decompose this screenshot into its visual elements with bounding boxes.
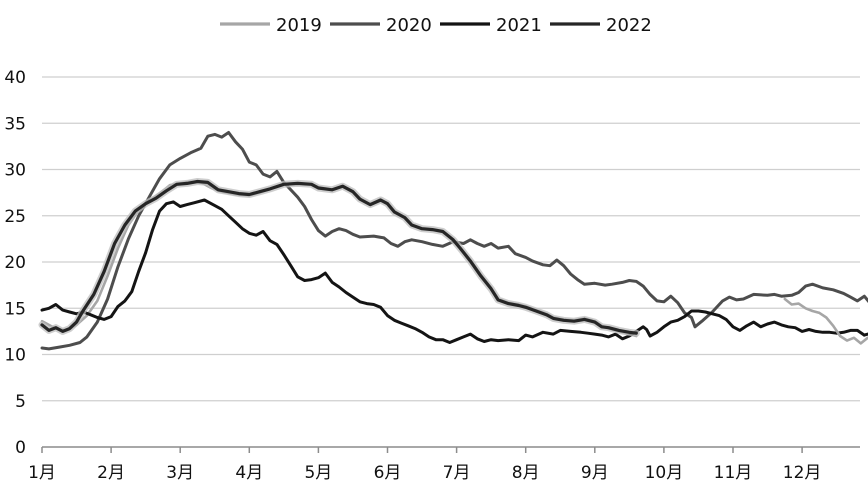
x-tick-label: 9月 [581,463,609,483]
series-2022-halo [38,178,640,337]
gridlines [42,76,860,402]
series-line-2022 [40,179,638,335]
x-tick-label: 5月 [304,463,332,483]
series-line-2020 [40,131,868,351]
y-tick-label: 20 [4,253,26,273]
x-tick-label: 3月 [166,463,194,483]
x-tick-label: 10月 [645,463,684,483]
y-tick-label: 10 [4,346,26,366]
y-tick-label: 30 [4,161,26,181]
x-tick-label: 6月 [374,463,402,483]
series-line-2019 [783,297,868,345]
y-tick-label: 15 [4,299,26,319]
x-tick-label: 7月 [443,463,471,483]
x-tick-label: 4月 [235,463,263,483]
x-axis-ticks: 1月 2月 3月 4月 5月 6月 7月 8月 9月 10月 11月 12月 [28,447,821,483]
y-tick-label: 5 [15,392,26,412]
legend: 2019 2020 2021 2022 [220,15,652,36]
y-axis-ticks: 0 5 10 15 20 25 30 35 40 [4,68,26,458]
x-tick-label: 11月 [714,463,753,483]
legend-label-2022: 2022 [606,15,652,36]
series-line-2021 [40,198,866,344]
series-line-2021 [862,332,868,337]
series-lines [38,131,868,351]
legend-label-2019: 2019 [276,15,322,36]
x-tick-label: 12月 [783,463,822,483]
y-tick-label: 0 [15,438,26,458]
y-tick-label: 40 [4,68,26,88]
legend-label-2020: 2020 [386,15,432,36]
x-tick-label: 8月 [512,463,540,483]
y-tick-label: 25 [4,207,26,227]
x-tick-label: 2月 [97,463,125,483]
x-tick-label: 1月 [28,463,56,483]
legend-label-2021: 2021 [496,15,542,36]
y-tick-label: 35 [4,114,26,134]
